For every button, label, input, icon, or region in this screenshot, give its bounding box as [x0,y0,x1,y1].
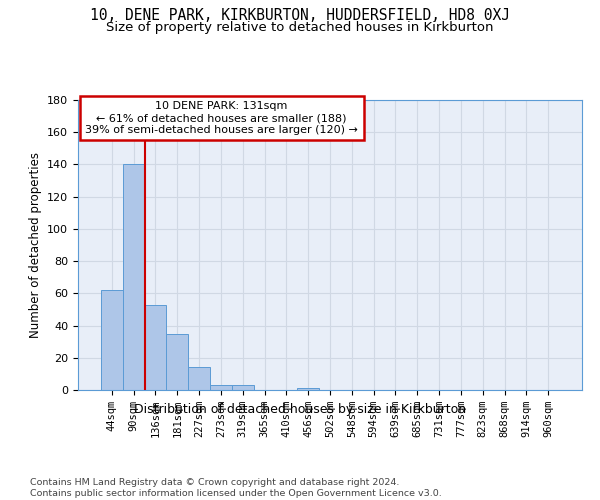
Bar [297,388,319,390]
Bar [145,304,166,390]
Bar [188,368,210,390]
Bar [123,164,145,390]
Text: Size of property relative to detached houses in Kirkburton: Size of property relative to detached ho… [106,22,494,35]
Text: 10 DENE PARK: 131sqm
← 61% of detached houses are smaller (188)
39% of semi-deta: 10 DENE PARK: 131sqm ← 61% of detached h… [85,102,358,134]
Bar [101,290,123,390]
Bar [232,385,254,390]
Y-axis label: Number of detached properties: Number of detached properties [29,152,41,338]
Bar [210,385,232,390]
Text: 10, DENE PARK, KIRKBURTON, HUDDERSFIELD, HD8 0XJ: 10, DENE PARK, KIRKBURTON, HUDDERSFIELD,… [90,8,510,22]
Text: Distribution of detached houses by size in Kirkburton: Distribution of detached houses by size … [134,402,466,415]
Bar [166,334,188,390]
Text: Contains HM Land Registry data © Crown copyright and database right 2024.
Contai: Contains HM Land Registry data © Crown c… [30,478,442,498]
